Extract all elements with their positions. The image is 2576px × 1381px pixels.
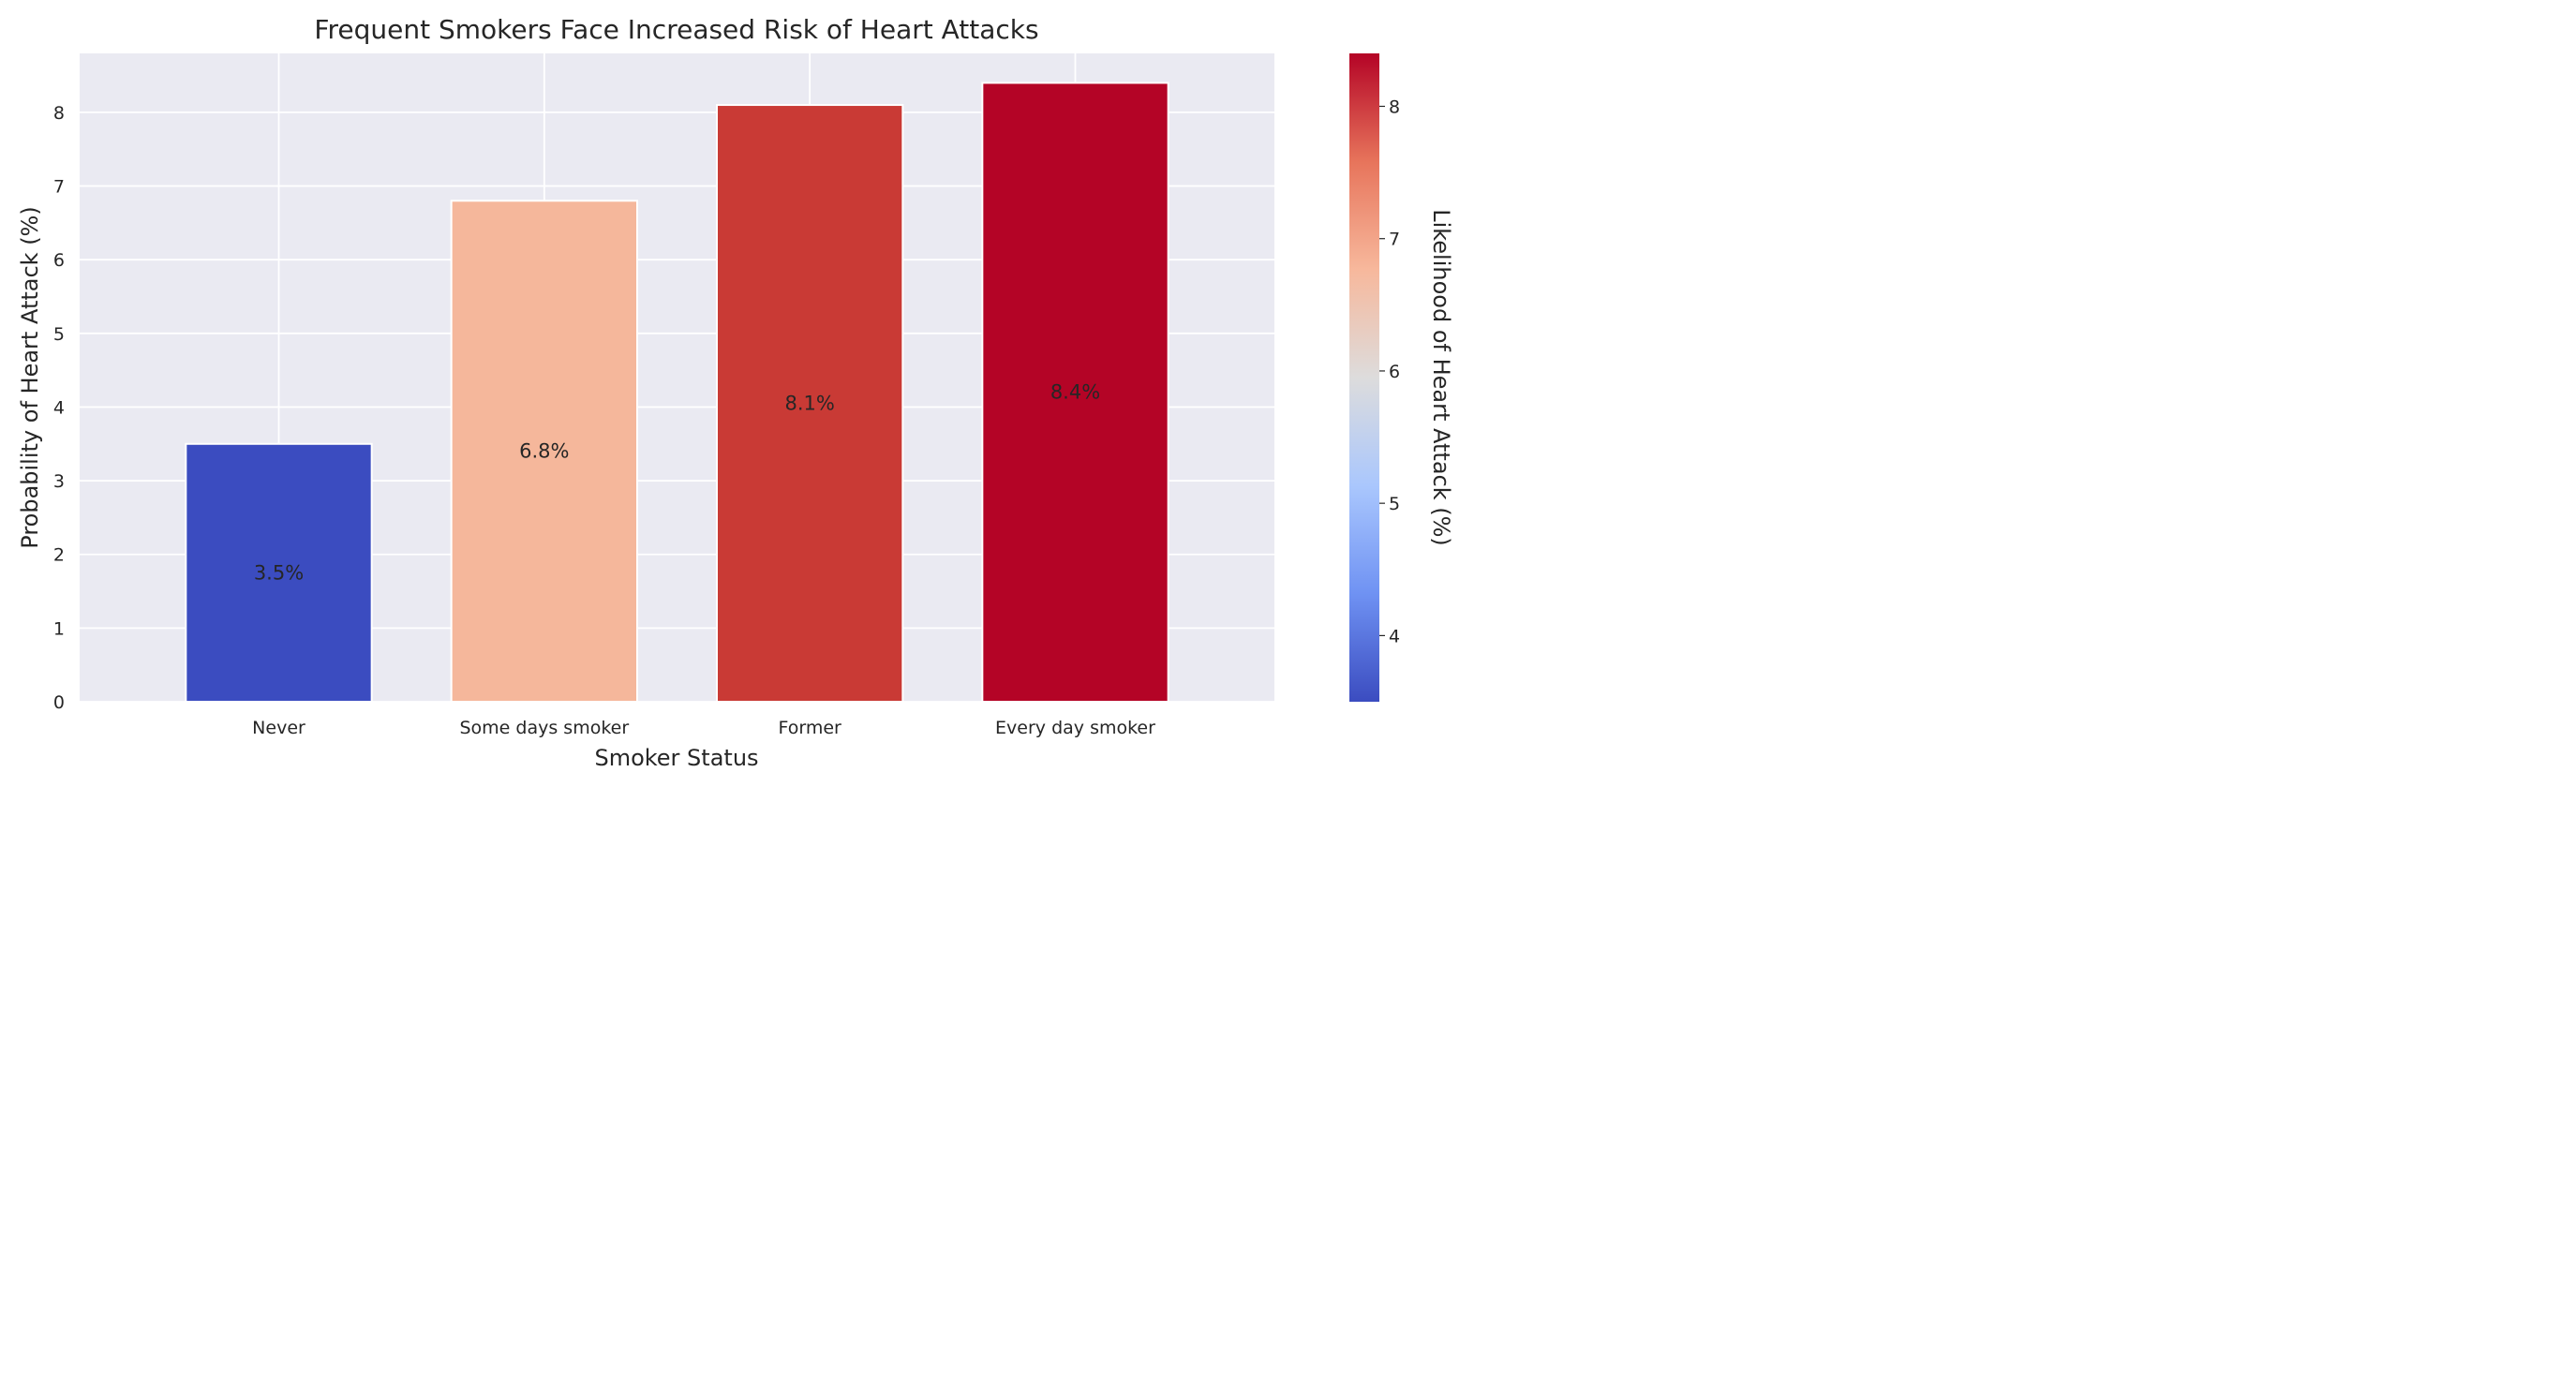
- x-axis-title: Smoker Status: [594, 745, 758, 771]
- bar: [185, 442, 373, 703]
- chart-container: Frequent Smokers Face Increased Risk of …: [0, 0, 1467, 789]
- colorbar-tick-label: 4: [1389, 626, 1400, 646]
- y-tick-label: 5: [53, 324, 65, 345]
- y-tick-label: 7: [53, 177, 65, 198]
- chart-title: Frequent Smokers Face Increased Risk of …: [314, 14, 1038, 45]
- y-tick-label: 1: [53, 618, 65, 639]
- colorbar-tick-label: 7: [1389, 230, 1400, 250]
- bar: [450, 200, 638, 704]
- bar-value-label: 6.8%: [519, 440, 569, 463]
- bar-value-label: 3.5%: [254, 561, 304, 584]
- colorbar: [1349, 53, 1379, 702]
- colorbar-tick-label: 5: [1389, 494, 1400, 514]
- x-tick-label: Some days smoker: [459, 718, 629, 738]
- bar-chart: Frequent Smokers Face Increased Risk of …: [17, 14, 1454, 771]
- bar: [716, 104, 904, 703]
- colorbar-title: Likelihood of Heart Attack (%): [1428, 209, 1454, 546]
- y-tick-label: 3: [53, 471, 65, 492]
- y-axis-ticks: 0 1 2 3 4 5 6 7 8: [53, 103, 65, 713]
- bar-value-label: 8.4%: [1050, 381, 1100, 404]
- y-axis-title: Probability of Heart Attack (%): [17, 206, 43, 548]
- colorbar-tick-label: 8: [1389, 97, 1400, 117]
- y-tick-label: 4: [53, 397, 65, 418]
- y-tick-label: 2: [53, 545, 65, 566]
- bar-value-label: 8.1%: [784, 393, 834, 415]
- x-tick-label: Every day smoker: [995, 718, 1155, 738]
- colorbar-tick-label: 6: [1389, 362, 1400, 382]
- x-tick-label: Never: [252, 718, 305, 738]
- colorbar-ticks: 4 5 6 7 8: [1379, 97, 1400, 646]
- y-tick-label: 6: [53, 250, 65, 271]
- y-tick-label: 8: [53, 103, 65, 124]
- bars: [185, 82, 1169, 704]
- x-axis-ticks: Never Some days smoker Former Every day smo…: [252, 718, 1155, 738]
- x-tick-label: Former: [778, 718, 841, 738]
- y-tick-label: 0: [53, 692, 65, 713]
- bar: [981, 82, 1169, 704]
- bar-value-labels: 3.5% 6.8% 8.1% 8.4%: [254, 381, 1100, 585]
